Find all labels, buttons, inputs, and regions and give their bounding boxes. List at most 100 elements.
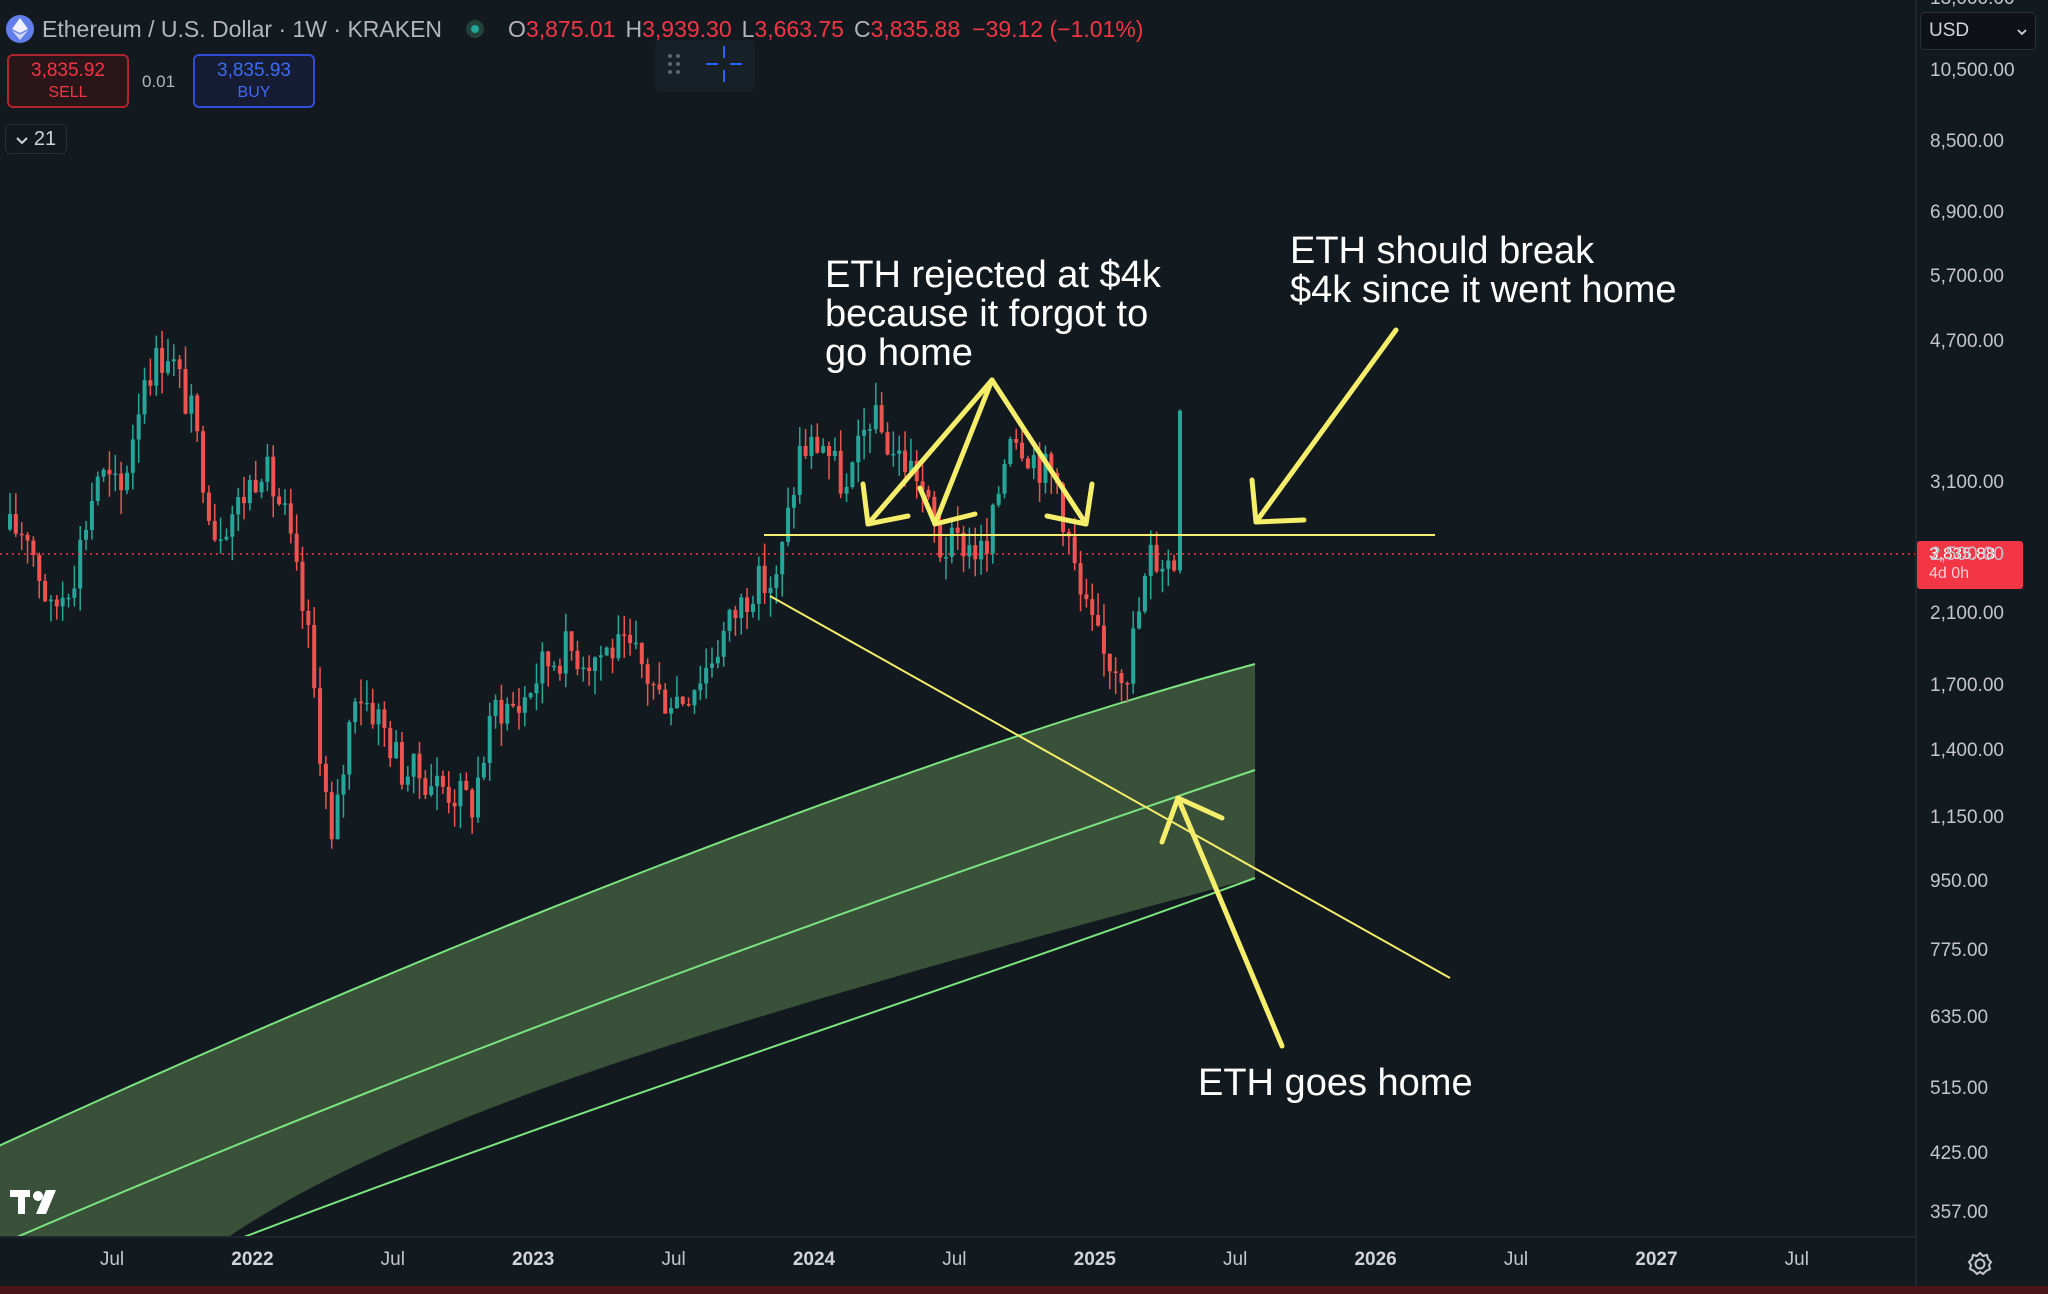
candle-body <box>1072 536 1077 564</box>
candle-body <box>405 776 410 785</box>
candle-body <box>440 775 445 787</box>
candle-body <box>19 533 24 536</box>
candle-body <box>721 630 726 657</box>
candle-body <box>955 527 960 533</box>
rejection-arrows <box>860 327 1399 1049</box>
candle-body <box>481 762 486 778</box>
tradingview-logo-icon[interactable] <box>10 1188 66 1221</box>
candle-body <box>435 775 440 787</box>
candle-body <box>967 545 972 557</box>
floating-toolbar[interactable] <box>655 40 755 92</box>
open-value: 3,875.01 <box>525 15 616 42</box>
candle-body <box>938 524 943 558</box>
candle-body <box>72 588 77 598</box>
candle-body <box>1031 455 1036 469</box>
buy-button[interactable]: 3,835.93 BUY <box>193 54 315 108</box>
time-axis-tick: 2025 <box>1073 1249 1116 1270</box>
candle-body <box>569 631 574 651</box>
candle-body <box>639 642 644 665</box>
candle-body <box>1002 463 1007 494</box>
candle-body <box>8 514 12 530</box>
candle-body <box>394 742 399 759</box>
candle-body <box>493 699 498 716</box>
candle-body <box>768 588 773 594</box>
candle-body <box>189 395 194 414</box>
candle-body <box>663 689 668 714</box>
candle-body <box>48 599 53 602</box>
indicators-toggle-button[interactable]: 21 <box>5 124 67 154</box>
sell-button[interactable]: 3,835.92 SELL <box>7 54 129 108</box>
candle-body <box>1137 611 1142 629</box>
candle-body <box>844 486 849 494</box>
currency-value: USD <box>1929 20 1970 41</box>
symbol-title[interactable]: Ethereum / U.S. Dollar · 1W · KRAKEN <box>42 15 443 42</box>
candle-body <box>949 527 954 557</box>
currency-select[interactable]: USD <box>1920 12 2036 50</box>
candle-body <box>698 683 703 691</box>
annotation-should-break: ETH should break $4k since it went home <box>1290 230 1677 311</box>
candle-body <box>411 753 416 777</box>
candle-body <box>218 539 223 541</box>
candle-body <box>171 359 176 362</box>
candle-body <box>335 794 340 840</box>
candle-body <box>323 763 328 793</box>
candle-body <box>329 792 334 840</box>
candle-body <box>353 701 358 723</box>
price-axis-tick: 5,700.00 <box>1930 266 2004 288</box>
candle-body <box>113 473 118 476</box>
candle-body <box>809 436 814 456</box>
time-axis-tick: Jul <box>1784 1249 1809 1270</box>
candle-body <box>78 539 83 589</box>
last-price-label: 3,835.88 4d 0h <box>1917 541 2023 589</box>
crosshair-icon[interactable] <box>704 44 744 89</box>
candle-body <box>944 556 948 559</box>
candle-body <box>282 503 287 505</box>
candle-body <box>206 492 211 521</box>
candle-body <box>1113 671 1118 674</box>
price-axis-tick: 8,500.00 <box>1930 131 2004 153</box>
candle-body <box>429 786 434 795</box>
chevron-down-icon <box>2017 20 2027 42</box>
candle-body <box>873 405 878 430</box>
candle-body <box>563 631 568 674</box>
candle-body <box>347 722 352 775</box>
candle-body <box>376 709 381 725</box>
candle-body <box>1125 683 1130 685</box>
candle-body <box>160 348 165 373</box>
candle-body <box>464 780 469 790</box>
candle-body <box>300 561 305 611</box>
drag-handle-icon[interactable] <box>667 52 681 81</box>
price-axis-tick: 357.00 <box>1930 1202 1989 1223</box>
price-axis-tick: 1,150.00 <box>1930 806 2004 828</box>
candle-body <box>926 489 931 497</box>
candle-body <box>277 496 282 505</box>
candle-body <box>1148 544 1153 576</box>
candle-body <box>850 462 855 487</box>
candle-body <box>587 667 592 672</box>
close-value: 3,835.88 <box>870 15 961 42</box>
time-axis-tick: Jul <box>661 1249 686 1270</box>
candle-body <box>66 597 71 600</box>
candle-body <box>593 657 597 672</box>
last-price-value: 3,835.88 <box>1929 544 1996 563</box>
candle-body <box>288 503 293 534</box>
candle-body <box>932 496 937 525</box>
sell-label: SELL <box>48 84 88 101</box>
symbol-header[interactable]: Ethereum / U.S. Dollar · 1W · KRAKEN O 3,… <box>6 12 1143 46</box>
candle-body <box>908 460 913 472</box>
time-axis-tick: 2026 <box>1354 1249 1397 1270</box>
indicators-count: 21 <box>33 127 57 150</box>
candle-body <box>259 481 264 493</box>
candle-body <box>242 497 246 504</box>
candle-body <box>552 665 557 668</box>
candle-body <box>423 778 428 795</box>
candle-body <box>1172 560 1177 571</box>
candle-body <box>399 742 404 785</box>
gear-icon[interactable] <box>1966 1250 1994 1283</box>
price-axis-tick: 425.00 <box>1930 1143 1989 1165</box>
candle-body <box>195 395 200 432</box>
candle-body <box>651 683 656 686</box>
candle-body <box>165 361 170 373</box>
time-axis-tick: 2022 <box>231 1249 274 1270</box>
